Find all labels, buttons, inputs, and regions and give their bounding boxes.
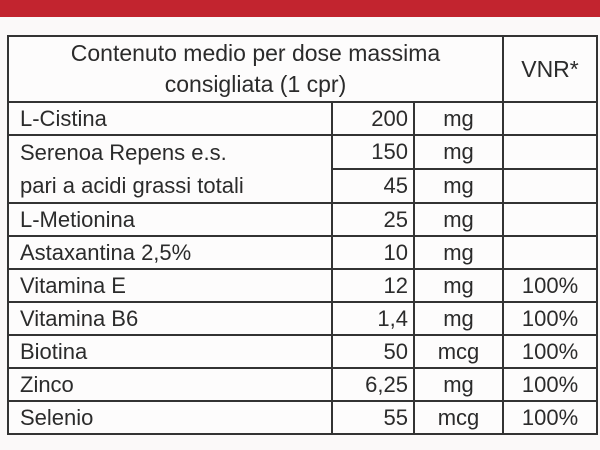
- ingredient-unit: mg: [413, 301, 504, 336]
- ingredient-vnr: 100%: [502, 400, 598, 435]
- ingredient-name-line1: Serenoa Repens e.s.: [20, 140, 227, 165]
- ingredient-name: L-Metionina: [7, 202, 333, 237]
- ingredient-unit: mg: [413, 134, 504, 170]
- ingredient-name-line2: pari a acidi grassi totali: [20, 173, 244, 198]
- ingredient-vnr: [502, 168, 598, 204]
- ingredient-unit: mcg: [413, 334, 504, 369]
- ingredient-unit: mg: [413, 367, 504, 402]
- ingredient-name: Serenoa Repens e.s. pari a acidi grassi …: [7, 134, 333, 204]
- table-row: L-Metionina 25 mg: [7, 202, 598, 237]
- table-row: Biotina 50 mcg 100%: [7, 334, 598, 369]
- ingredient-value: 1,4: [331, 301, 415, 336]
- ingredient-vnr: 100%: [502, 268, 598, 303]
- ingredient-name: Astaxantina 2,5%: [7, 235, 333, 270]
- ingredient-vnr: [502, 134, 598, 170]
- ingredient-unit: mg: [413, 268, 504, 303]
- ingredient-unit: mg: [413, 202, 504, 237]
- ingredient-name: Zinco: [7, 367, 333, 402]
- ingredient-name: Vitamina B6: [7, 301, 333, 336]
- table-row: Selenio 55 mcg 100%: [7, 400, 598, 435]
- table-row: Zinco 6,25 mg 100%: [7, 367, 598, 402]
- table-title-cell: Contenuto medio per dose massima consigl…: [7, 35, 504, 103]
- ingredient-vnr: 100%: [502, 301, 598, 336]
- ingredient-vnr: [502, 235, 598, 270]
- ingredient-value: 50: [331, 334, 415, 369]
- ingredient-value: 45: [331, 168, 415, 204]
- ingredient-value: 10: [331, 235, 415, 270]
- table-row: 45 mg: [8, 168, 598, 204]
- ingredient-name: Selenio: [7, 400, 333, 435]
- table-row: Vitamina B6 1,4 mg 100%: [7, 301, 598, 336]
- table-row: Astaxantina 2,5% 10 mg: [7, 235, 598, 270]
- ingredient-value: 25: [331, 202, 415, 237]
- ingredient-vnr: [502, 101, 598, 136]
- ingredient-name: L-Cistina: [7, 101, 333, 136]
- table-title-line2: consigliata (1 cpr): [164, 71, 347, 97]
- ingredient-vnr: [502, 202, 598, 237]
- ingredient-unit: mcg: [413, 400, 504, 435]
- ingredient-value: 12: [331, 268, 415, 303]
- ingredient-name: Biotina: [7, 334, 333, 369]
- ingredient-value: 200: [331, 101, 415, 136]
- ingredient-unit: mg: [413, 168, 504, 204]
- ingredient-value: 55: [331, 400, 415, 435]
- table-row: Serenoa Repens e.s. pari a acidi grassi …: [7, 134, 598, 204]
- vnr-column-header: VNR*: [502, 35, 598, 103]
- ingredient-unit: mg: [413, 101, 504, 136]
- table-header-row: Contenuto medio per dose massima consigl…: [7, 35, 598, 103]
- table-row: Vitamina E 12 mg 100%: [7, 268, 598, 303]
- top-red-banner: [0, 0, 600, 17]
- ingredient-name: Vitamina E: [7, 268, 333, 303]
- ingredient-vnr: 100%: [502, 334, 598, 369]
- ingredient-value: 6,25: [331, 367, 415, 402]
- nutrition-facts-table: Contenuto medio per dose massima consigl…: [7, 35, 598, 435]
- table-row: L-Cistina 200 mg: [7, 101, 598, 136]
- ingredient-vnr: 100%: [502, 367, 598, 402]
- table-title-line1: Contenuto medio per dose massima: [70, 40, 441, 66]
- ingredient-unit: mg: [413, 235, 504, 270]
- ingredient-value: 150: [331, 134, 415, 170]
